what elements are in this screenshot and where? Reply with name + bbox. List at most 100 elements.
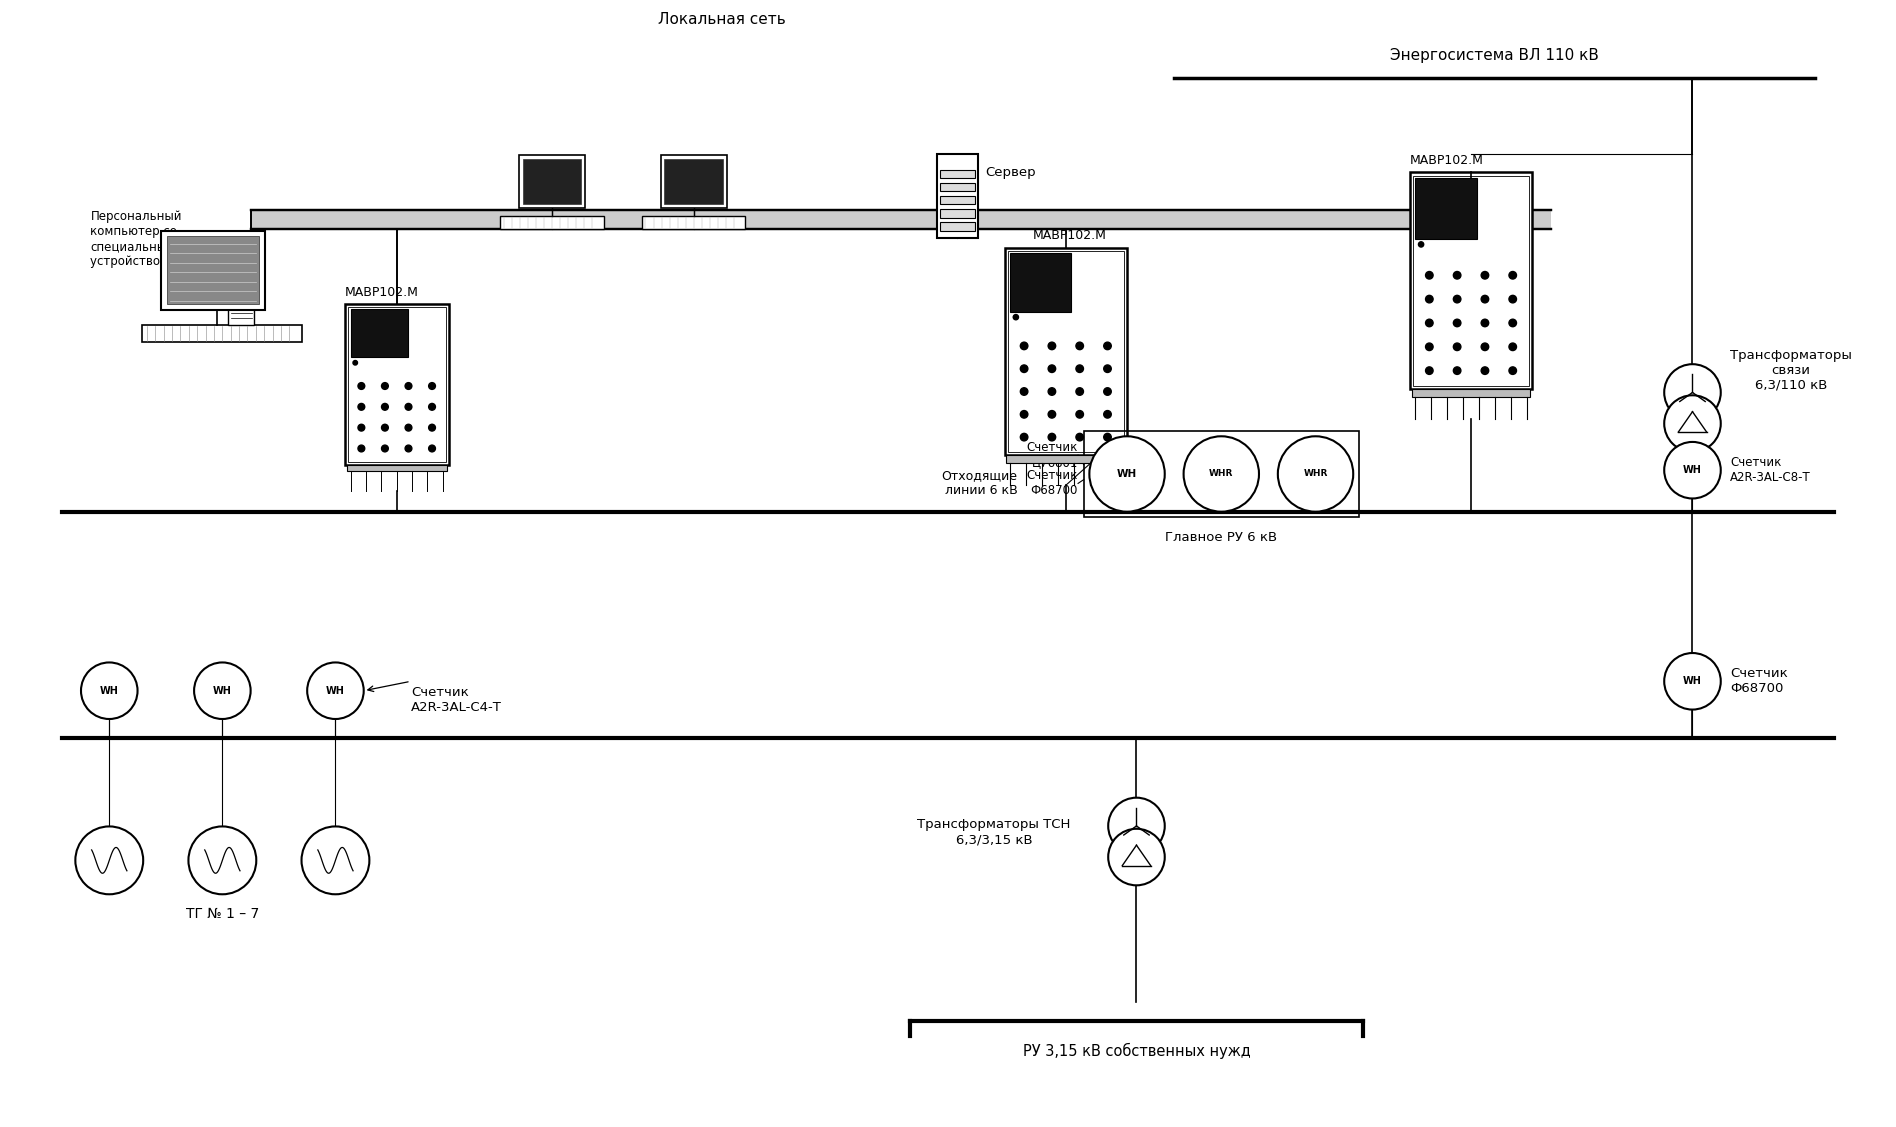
Text: ТГ № 1 – 7: ТГ № 1 – 7: [186, 907, 260, 922]
Circle shape: [1418, 242, 1424, 247]
Circle shape: [406, 424, 411, 431]
Text: WH: WH: [1117, 469, 1138, 479]
Text: Локальная сеть: Локальная сеть: [658, 12, 785, 27]
Circle shape: [1426, 319, 1433, 327]
Circle shape: [1509, 272, 1517, 279]
Circle shape: [1278, 436, 1354, 512]
Circle shape: [301, 826, 370, 895]
Bar: [1413, 389, 1530, 397]
Circle shape: [1075, 410, 1083, 418]
Circle shape: [353, 361, 358, 365]
Circle shape: [1075, 365, 1083, 373]
Bar: [1411, 172, 1532, 389]
Bar: [228, 307, 254, 325]
Text: РУ 3,15 кВ собственных нужд: РУ 3,15 кВ собственных нужд: [1022, 1044, 1249, 1059]
Text: МАВР102.М: МАВР102.М: [1033, 229, 1107, 242]
Circle shape: [1509, 319, 1517, 327]
Circle shape: [76, 826, 144, 895]
Bar: [1009, 251, 1124, 452]
Text: WH: WH: [100, 685, 119, 695]
Bar: [1413, 176, 1528, 385]
Circle shape: [1048, 388, 1056, 396]
Circle shape: [1665, 442, 1722, 498]
Circle shape: [1075, 388, 1083, 396]
Circle shape: [1103, 365, 1111, 373]
Circle shape: [1481, 319, 1488, 327]
Bar: [347, 308, 446, 462]
Circle shape: [1012, 314, 1018, 320]
Circle shape: [1048, 410, 1056, 418]
Bar: [523, 159, 582, 204]
Circle shape: [1426, 272, 1433, 279]
Circle shape: [1048, 365, 1056, 373]
Text: WH: WH: [1684, 676, 1703, 686]
Bar: [1085, 431, 1359, 517]
Circle shape: [358, 445, 364, 452]
Bar: [641, 215, 745, 229]
Text: WH: WH: [1684, 465, 1703, 476]
Circle shape: [1020, 388, 1028, 396]
Text: Персональный
компьютер со
специальным
устройством ИСУ: Персональный компьютер со специальным ус…: [91, 210, 197, 268]
Circle shape: [1481, 343, 1488, 350]
Bar: [250, 210, 1551, 229]
Bar: [167, 237, 260, 304]
Bar: [940, 210, 975, 218]
Circle shape: [1665, 396, 1722, 452]
Bar: [345, 304, 449, 464]
Circle shape: [381, 403, 389, 410]
Circle shape: [1426, 367, 1433, 374]
Circle shape: [1481, 367, 1488, 374]
Bar: [937, 153, 978, 239]
Text: Энергосистема ВЛ 110 кВ: Энергосистема ВЛ 110 кВ: [1390, 48, 1598, 63]
Bar: [940, 222, 975, 231]
Circle shape: [1020, 343, 1028, 349]
Circle shape: [1665, 653, 1722, 710]
Circle shape: [1426, 343, 1433, 350]
Text: WH: WH: [212, 685, 231, 695]
Circle shape: [381, 445, 389, 452]
Circle shape: [1103, 410, 1111, 418]
Circle shape: [193, 663, 250, 719]
Text: Счетчик
А2R-3АL-C8-Т: Счетчик А2R-3АL-C8-Т: [1731, 456, 1811, 485]
Circle shape: [428, 403, 436, 410]
Text: МАВР102.М: МАВР102.М: [1411, 153, 1485, 167]
Circle shape: [1665, 364, 1722, 420]
Circle shape: [406, 445, 411, 452]
Circle shape: [381, 424, 389, 431]
Bar: [1007, 455, 1124, 463]
Text: МАВР102.М: МАВР102.М: [345, 285, 419, 299]
Bar: [347, 464, 447, 471]
Circle shape: [1107, 828, 1164, 886]
Text: WH: WH: [326, 685, 345, 695]
Bar: [1011, 254, 1071, 311]
Circle shape: [406, 403, 411, 410]
Text: Трансформаторы
связи
6,3/110 кВ: Трансформаторы связи 6,3/110 кВ: [1731, 349, 1852, 392]
Circle shape: [1454, 367, 1462, 374]
Text: Счетчик
Ц76801: Счетчик Ц76801: [1026, 441, 1079, 469]
Circle shape: [1454, 272, 1462, 279]
Circle shape: [307, 663, 364, 719]
Text: WHR: WHR: [1210, 470, 1234, 479]
Text: Отходящие
линии 6 кВ: Отходящие линии 6 кВ: [942, 470, 1018, 497]
Bar: [1416, 178, 1477, 239]
Circle shape: [1509, 295, 1517, 303]
Text: Счетчик
Ф68700: Счетчик Ф68700: [1026, 470, 1079, 497]
Circle shape: [1183, 436, 1259, 512]
Bar: [351, 309, 408, 357]
Text: Счетчик
А2R-3АL-C4-Т: Счетчик А2R-3АL-C4-Т: [411, 686, 502, 715]
Bar: [660, 156, 726, 208]
Text: WHR: WHR: [1303, 470, 1327, 479]
Circle shape: [428, 424, 436, 431]
Circle shape: [358, 424, 364, 431]
Circle shape: [381, 382, 389, 390]
Text: Счетчик
Ф68700: Счетчик Ф68700: [1731, 667, 1788, 695]
Circle shape: [1090, 436, 1164, 512]
Circle shape: [406, 382, 411, 390]
Circle shape: [1509, 367, 1517, 374]
Circle shape: [358, 403, 364, 410]
Circle shape: [1509, 343, 1517, 350]
Bar: [940, 183, 975, 192]
Circle shape: [1481, 272, 1488, 279]
Bar: [940, 196, 975, 204]
Circle shape: [1426, 295, 1433, 303]
